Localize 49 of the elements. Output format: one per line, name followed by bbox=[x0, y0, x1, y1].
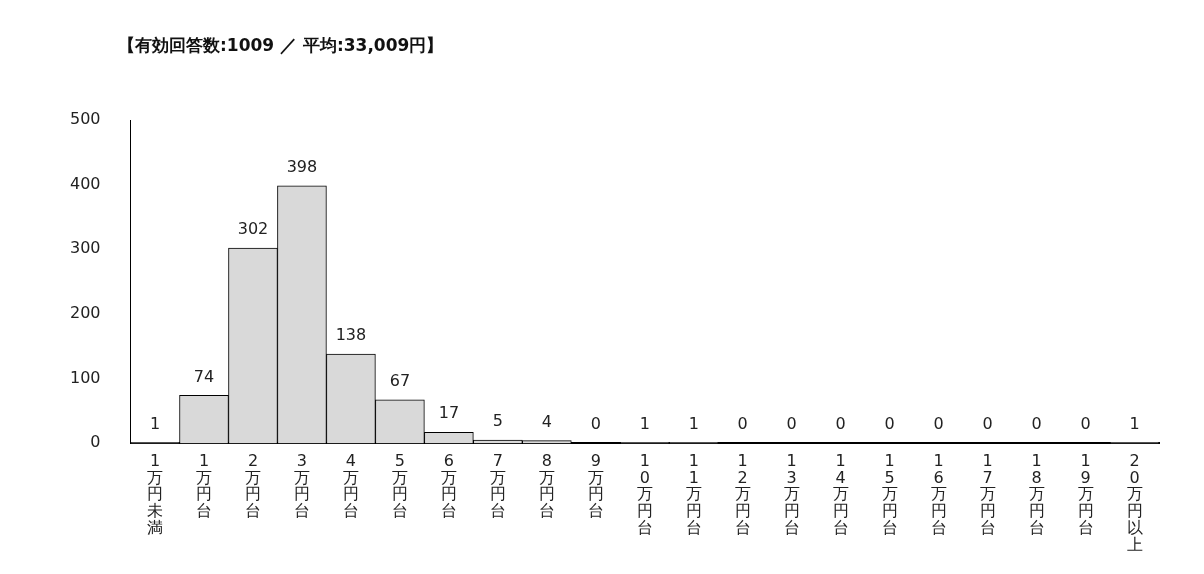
data-label: 74 bbox=[193, 366, 215, 386]
data-label: 138 bbox=[335, 325, 367, 345]
x-tick-label: 20万円以上 bbox=[1126, 450, 1143, 554]
data-label: 0 bbox=[590, 414, 601, 434]
x-tick-label: 6万円台 bbox=[440, 450, 457, 521]
x-tick-label: 15万円台 bbox=[881, 450, 898, 537]
x-tick-label: 18万円台 bbox=[1028, 450, 1045, 537]
x-tick-label: 12万円台 bbox=[734, 450, 751, 537]
x-tick-label: 3万円台 bbox=[293, 450, 310, 521]
y-tick-label: 0 bbox=[90, 432, 101, 452]
x-tick-label: 19万円台 bbox=[1077, 450, 1094, 537]
data-label: 1 bbox=[1129, 413, 1140, 433]
data-label: 302 bbox=[237, 219, 269, 239]
data-label: 398 bbox=[286, 157, 318, 177]
data-label: 0 bbox=[884, 414, 895, 434]
x-tick-label: 17万円台 bbox=[979, 450, 996, 537]
y-tick-label: 200 bbox=[69, 303, 101, 323]
y-tick-label: 400 bbox=[69, 173, 101, 193]
x-tick-label: 11万円台 bbox=[685, 450, 702, 537]
data-label: 0 bbox=[1080, 414, 1091, 434]
data-label: 1 bbox=[149, 413, 161, 433]
x-tick-label: 7万円台 bbox=[489, 450, 506, 521]
x-tick-label: 10万円台 bbox=[636, 450, 653, 537]
data-label: 17 bbox=[438, 403, 460, 423]
x-tick-label: 4万円台 bbox=[342, 450, 359, 521]
data-label: 0 bbox=[786, 414, 797, 434]
data-label: 0 bbox=[933, 414, 944, 434]
data-label: 5 bbox=[492, 411, 503, 431]
data-label: 4 bbox=[541, 411, 552, 431]
x-tick-label: 2万円台 bbox=[244, 450, 261, 521]
y-tick-label: 300 bbox=[69, 238, 101, 258]
data-label: 0 bbox=[835, 414, 846, 434]
x-tick-label: 8万円台 bbox=[538, 450, 555, 521]
data-label: 1 bbox=[639, 413, 650, 433]
y-tick-label: 500 bbox=[69, 109, 101, 129]
x-tick-label: 1万円未満 bbox=[147, 450, 164, 537]
x-tick-label: 5万円台 bbox=[391, 450, 408, 521]
x-tick-label: 1万円台 bbox=[196, 450, 212, 521]
data-label: 67 bbox=[389, 371, 411, 391]
y-tick-label: 100 bbox=[69, 367, 101, 387]
x-tick-label: 13万円台 bbox=[783, 450, 800, 537]
data-label: 0 bbox=[737, 414, 748, 434]
x-tick-label: 9万円台 bbox=[587, 450, 604, 521]
chart-title: 【有効回答数:1009 ／ 平均:33,009円】 bbox=[118, 34, 444, 57]
data-label: 0 bbox=[1031, 414, 1042, 434]
x-tick-label: 16万円台 bbox=[930, 450, 947, 537]
data-label: 0 bbox=[982, 414, 993, 434]
x-tick-label: 14万円台 bbox=[832, 450, 849, 537]
data-label: 1 bbox=[688, 413, 699, 433]
